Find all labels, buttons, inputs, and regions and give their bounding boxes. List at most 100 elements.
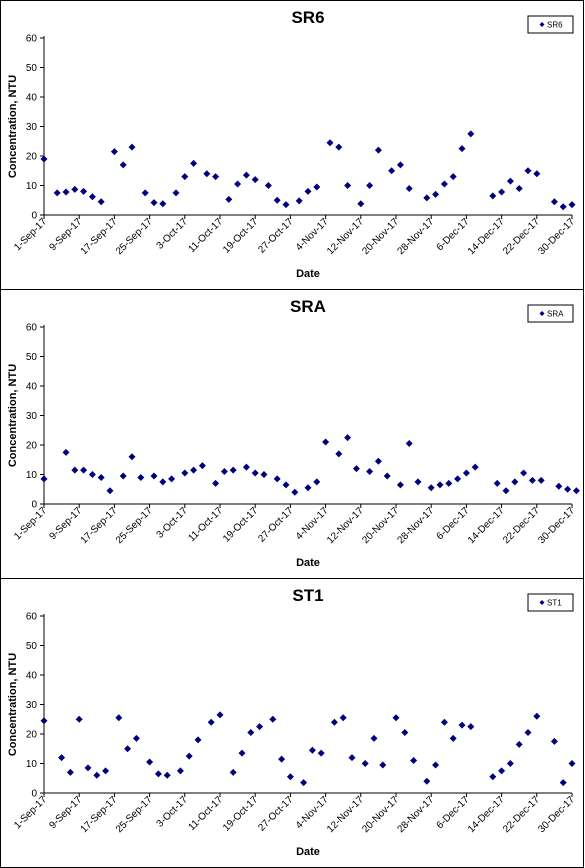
- y-axis-title: Concentration, NTU: [7, 364, 19, 467]
- x-tick-label: 11-Oct-17: [186, 794, 225, 833]
- legend-box: [527, 304, 574, 323]
- x-tick-label: 6-Dec-17: [435, 794, 472, 831]
- data-point: [374, 146, 382, 154]
- data-point: [71, 185, 79, 193]
- data-point: [550, 737, 558, 745]
- data-point: [436, 481, 444, 489]
- data-point: [93, 771, 101, 779]
- data-point: [524, 729, 532, 737]
- data-point: [176, 767, 184, 775]
- data-point: [273, 475, 281, 483]
- y-tick-label: 10: [26, 181, 38, 192]
- data-point: [128, 143, 136, 151]
- x-tick-label: 30-Dec-17: [536, 216, 577, 257]
- data-point: [410, 757, 418, 765]
- data-point: [308, 746, 316, 754]
- x-tick-label: 9-Sep-17: [47, 794, 84, 831]
- data-point: [97, 198, 105, 206]
- data-point: [71, 466, 79, 474]
- data-point: [238, 749, 246, 757]
- data-point: [339, 714, 347, 722]
- data-point: [498, 767, 506, 775]
- data-point: [379, 761, 387, 769]
- data-point: [506, 177, 514, 185]
- y-axis-title: Concentration, NTU: [7, 75, 19, 178]
- data-point: [533, 712, 541, 720]
- data-point: [119, 161, 127, 169]
- chart-panel-sr6: SR6 0 10 20 30 40 50 60 1-Sep-17 9-Sep-17 17-Sep-1…: [0, 0, 584, 290]
- data-point: [388, 167, 396, 175]
- x-tick-label: 6-Dec-17: [435, 505, 472, 542]
- data-point: [383, 472, 391, 480]
- x-tick-label: 12-Nov-17: [325, 216, 366, 257]
- x-tick-label: 28-Nov-17: [396, 505, 437, 546]
- data-point: [88, 193, 96, 201]
- x-tick-label: 6-Dec-17: [435, 216, 472, 253]
- data-point: [427, 484, 435, 492]
- data-point: [102, 767, 110, 775]
- x-tick-label: 12-Nov-17: [325, 505, 366, 546]
- x-tick-label: 19-Oct-17: [221, 216, 261, 256]
- legend: ST1: [527, 593, 574, 612]
- chart-title: ST1: [292, 586, 323, 605]
- data-point: [212, 479, 220, 487]
- legend: SRA: [527, 304, 574, 323]
- data-point: [440, 718, 448, 726]
- data-point: [489, 192, 497, 200]
- data-point: [40, 717, 48, 725]
- data-point: [291, 488, 299, 496]
- data-point: [256, 723, 264, 731]
- data-point: [392, 714, 400, 722]
- data-point: [154, 770, 162, 778]
- x-tick-label: 28-Nov-17: [396, 794, 437, 835]
- data-point: [458, 721, 466, 729]
- y-tick-label: 20: [26, 730, 38, 741]
- y-tick-label: 30: [26, 122, 38, 133]
- data-point: [273, 196, 281, 204]
- data-point: [58, 754, 66, 762]
- x-tick-label: 14-Dec-17: [466, 794, 507, 835]
- data-point: [564, 485, 572, 493]
- data-point: [405, 440, 413, 448]
- y-tick-label: 40: [26, 671, 38, 682]
- x-tick-label: 14-Dec-17: [466, 216, 507, 257]
- data-point: [286, 773, 294, 781]
- data-point: [300, 779, 308, 787]
- y-tick-label: 20: [26, 152, 38, 163]
- data-point: [423, 777, 431, 785]
- data-point: [449, 173, 457, 181]
- data-point: [326, 139, 334, 147]
- chart-panel-sra: SRA 0 10 20 30 40 50 60 1-Sep-17 9-Sep-17 17-Sep-1…: [0, 289, 584, 579]
- data-point: [128, 453, 136, 461]
- data-point: [502, 487, 510, 495]
- legend-label: SRA: [547, 310, 564, 319]
- x-tick-label: 11-Oct-17: [186, 505, 225, 544]
- x-tick-label: 4-Nov-17: [294, 794, 331, 831]
- data-point: [190, 159, 198, 167]
- data-point: [322, 438, 330, 446]
- data-point: [515, 184, 523, 192]
- chart-st1: ST1 0 10 20 30 40 50 60 1-Sep-179-Sep-1717-Sep-1…: [7, 586, 577, 858]
- y-tick-label: 30: [26, 411, 38, 422]
- data-point: [216, 711, 224, 719]
- data-point: [146, 758, 154, 766]
- data-point: [568, 760, 576, 767]
- x-tick-label: 28-Nov-17: [396, 216, 437, 257]
- legend-label: ST1: [547, 599, 562, 608]
- data-point: [106, 487, 114, 495]
- data-point: [168, 475, 176, 483]
- x-tick-label: 30-Dec-17: [536, 794, 577, 835]
- x-tick-label: 17-Sep-17: [79, 794, 120, 835]
- data-point: [489, 773, 497, 781]
- data-point: [84, 764, 92, 772]
- data-point: [537, 476, 545, 484]
- x-tick-label: 1-Sep-17: [12, 794, 49, 831]
- data-point: [282, 201, 290, 209]
- data-point: [572, 487, 580, 495]
- data-point: [62, 448, 70, 456]
- data-point: [115, 714, 123, 722]
- data-point: [462, 469, 470, 477]
- data-point: [141, 189, 149, 197]
- data-point: [414, 478, 422, 486]
- data-point: [361, 760, 369, 767]
